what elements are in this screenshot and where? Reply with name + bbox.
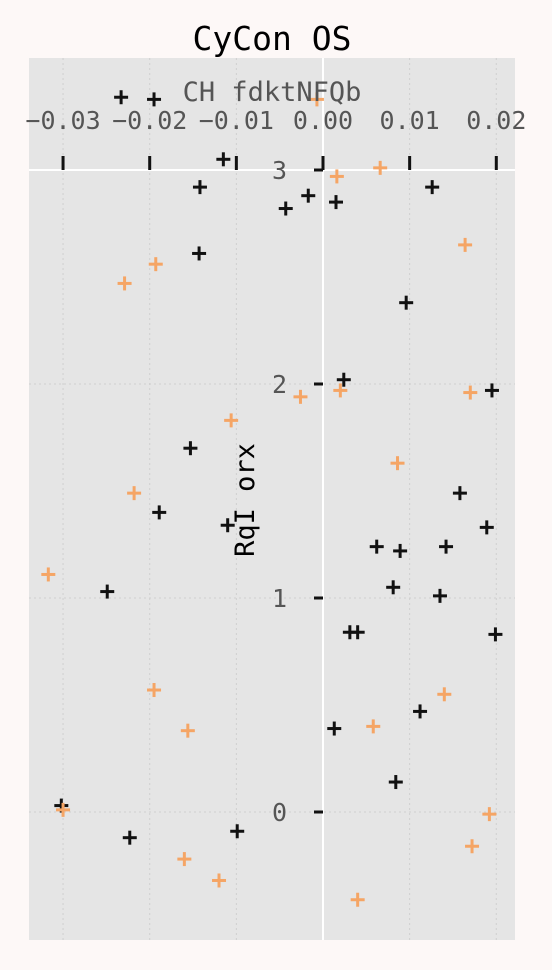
- y-axis-label: RqI orx: [230, 443, 261, 557]
- data-point: [212, 873, 227, 888]
- data-point: [333, 383, 348, 398]
- axes: −0.03 −0.02 −0.01 0.00 0.01 0.02 0 1 2 3: [25, 58, 526, 940]
- data-point: [425, 180, 440, 195]
- x-tick-label: 0.01: [380, 106, 440, 135]
- data-point: [147, 683, 162, 698]
- data-point: [147, 92, 162, 107]
- data-point: [216, 152, 231, 167]
- data-point: [41, 567, 56, 582]
- data-point: [465, 839, 480, 854]
- x-tick-label: −0.03: [25, 106, 100, 135]
- data-point: [413, 704, 428, 719]
- data-point: [366, 719, 381, 734]
- data-point: [117, 276, 132, 291]
- data-point: [369, 539, 384, 554]
- data-point: [388, 775, 403, 790]
- x-axis-label: CH fdktNFQb: [183, 77, 362, 108]
- data-point: [329, 169, 344, 184]
- data-point: [100, 584, 115, 599]
- data-point: [336, 372, 351, 387]
- x-tick-label: 0.00: [293, 106, 353, 135]
- y-tick-label: 3: [272, 156, 287, 185]
- data-point: [373, 160, 388, 175]
- data-point: [393, 543, 408, 558]
- data-point: [122, 830, 137, 845]
- data-point: [350, 892, 365, 907]
- data-point: [482, 807, 497, 822]
- data-point: [484, 383, 499, 398]
- data-point: [148, 257, 163, 272]
- y-tick-label: 0: [272, 798, 287, 827]
- plot-area: [29, 58, 515, 940]
- x-tick-label: −0.02: [112, 106, 187, 135]
- data-point: [183, 441, 198, 456]
- data-point: [327, 721, 342, 736]
- data-point: [192, 246, 207, 261]
- data-point: [390, 456, 405, 471]
- data-point: [432, 588, 447, 603]
- data-point: [452, 486, 467, 501]
- data-point: [114, 90, 129, 105]
- data-point: [463, 385, 478, 400]
- data-point: [488, 627, 503, 642]
- data-point: [152, 505, 167, 520]
- data-point: [293, 389, 308, 404]
- data-point: [399, 295, 414, 310]
- data-point: [309, 92, 324, 107]
- data-point: [458, 237, 473, 252]
- y-tick-label: 1: [272, 584, 287, 613]
- x-tick-label: −0.01: [199, 106, 274, 135]
- data-point: [278, 201, 293, 216]
- data-point: [230, 824, 245, 839]
- data-point: [192, 180, 207, 195]
- data-point: [439, 539, 454, 554]
- data-point: [328, 195, 343, 210]
- data-point: [56, 802, 71, 817]
- data-point: [386, 580, 401, 595]
- data-point: [224, 413, 239, 428]
- data-point: [301, 188, 316, 203]
- data-point: [350, 625, 365, 640]
- data-point: [127, 486, 142, 501]
- x-tick-label: 0.02: [466, 106, 526, 135]
- data-points: [41, 90, 503, 907]
- data-point: [437, 687, 452, 702]
- data-point: [479, 520, 494, 535]
- data-point: [180, 723, 195, 738]
- data-point: [220, 518, 235, 533]
- data-point: [177, 852, 192, 867]
- chart-title: CyCon OS: [193, 19, 352, 58]
- y-tick-label: 2: [272, 370, 287, 399]
